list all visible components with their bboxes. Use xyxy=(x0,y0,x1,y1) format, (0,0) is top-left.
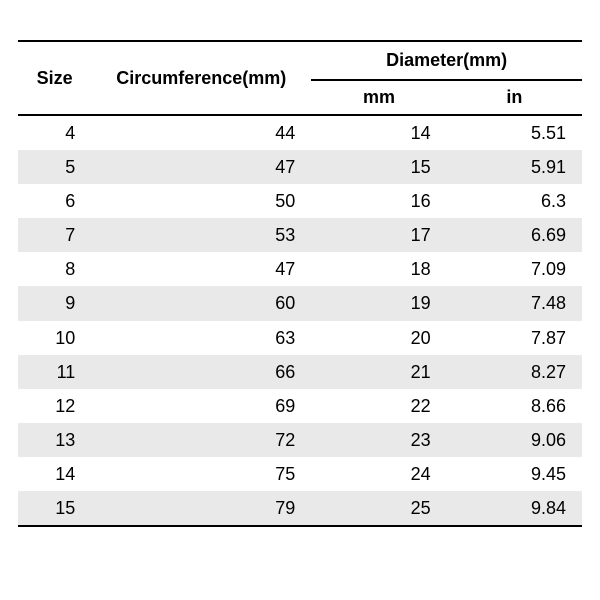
cell-in: 6.3 xyxy=(447,184,582,218)
table-row: 1475249.45 xyxy=(18,457,582,491)
cell-circ: 63 xyxy=(91,321,311,355)
cell-mm: 21 xyxy=(311,355,446,389)
cell-circ: 47 xyxy=(91,150,311,184)
table-body: 444145.51547155.91650166.3753176.6984718… xyxy=(18,115,582,526)
cell-circ: 44 xyxy=(91,115,311,150)
cell-in: 9.84 xyxy=(447,491,582,526)
cell-size: 5 xyxy=(18,150,91,184)
cell-size: 12 xyxy=(18,389,91,423)
cell-mm: 17 xyxy=(311,218,446,252)
table-row: 650166.3 xyxy=(18,184,582,218)
cell-in: 9.45 xyxy=(447,457,582,491)
cell-mm: 14 xyxy=(311,115,446,150)
cell-size: 8 xyxy=(18,252,91,286)
cell-mm: 20 xyxy=(311,321,446,355)
cell-circ: 79 xyxy=(91,491,311,526)
cell-in: 6.69 xyxy=(447,218,582,252)
table-header: Size Circumference(mm) Diameter(mm) mm i… xyxy=(18,41,582,115)
size-chart-sheet: Size Circumference(mm) Diameter(mm) mm i… xyxy=(0,0,600,600)
cell-in: 5.91 xyxy=(447,150,582,184)
table-row: 1166218.27 xyxy=(18,355,582,389)
col-header-diameter-group: Diameter(mm) xyxy=(311,41,582,80)
col-header-mm: mm xyxy=(311,80,446,115)
col-header-circumference: Circumference(mm) xyxy=(91,41,311,115)
cell-mm: 15 xyxy=(311,150,446,184)
cell-size: 13 xyxy=(18,423,91,457)
cell-size: 14 xyxy=(18,457,91,491)
cell-circ: 66 xyxy=(91,355,311,389)
cell-size: 15 xyxy=(18,491,91,526)
cell-circ: 72 xyxy=(91,423,311,457)
cell-in: 8.27 xyxy=(447,355,582,389)
cell-in: 7.09 xyxy=(447,252,582,286)
col-header-in: in xyxy=(447,80,582,115)
cell-in: 8.66 xyxy=(447,389,582,423)
size-chart-table: Size Circumference(mm) Diameter(mm) mm i… xyxy=(18,40,582,527)
table-row: 753176.69 xyxy=(18,218,582,252)
table-row: 444145.51 xyxy=(18,115,582,150)
cell-mm: 19 xyxy=(311,286,446,320)
cell-size: 10 xyxy=(18,321,91,355)
cell-circ: 60 xyxy=(91,286,311,320)
table-row: 547155.91 xyxy=(18,150,582,184)
cell-mm: 18 xyxy=(311,252,446,286)
cell-circ: 53 xyxy=(91,218,311,252)
cell-size: 7 xyxy=(18,218,91,252)
cell-mm: 24 xyxy=(311,457,446,491)
table-row: 1579259.84 xyxy=(18,491,582,526)
cell-in: 7.48 xyxy=(447,286,582,320)
cell-size: 6 xyxy=(18,184,91,218)
cell-mm: 22 xyxy=(311,389,446,423)
cell-mm: 23 xyxy=(311,423,446,457)
table-row: 1063207.87 xyxy=(18,321,582,355)
cell-circ: 75 xyxy=(91,457,311,491)
cell-circ: 50 xyxy=(91,184,311,218)
cell-mm: 25 xyxy=(311,491,446,526)
cell-circ: 47 xyxy=(91,252,311,286)
table-row: 1269228.66 xyxy=(18,389,582,423)
cell-in: 7.87 xyxy=(447,321,582,355)
table-row: 1372239.06 xyxy=(18,423,582,457)
col-header-size: Size xyxy=(18,41,91,115)
cell-size: 9 xyxy=(18,286,91,320)
cell-in: 9.06 xyxy=(447,423,582,457)
cell-in: 5.51 xyxy=(447,115,582,150)
cell-size: 4 xyxy=(18,115,91,150)
cell-circ: 69 xyxy=(91,389,311,423)
table-row: 847187.09 xyxy=(18,252,582,286)
cell-mm: 16 xyxy=(311,184,446,218)
table-row: 960197.48 xyxy=(18,286,582,320)
cell-size: 11 xyxy=(18,355,91,389)
